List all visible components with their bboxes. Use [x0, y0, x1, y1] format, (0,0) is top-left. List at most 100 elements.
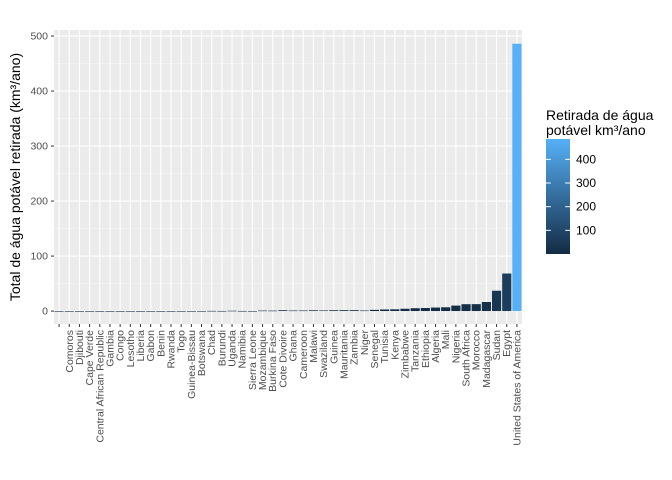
x-tick-label: Egypt — [501, 330, 513, 357]
x-tick-label: Morocco — [471, 330, 483, 370]
bar — [54, 311, 64, 312]
x-tick-label: South Africa — [461, 330, 473, 387]
x-tick-label: Central African Republic — [94, 330, 106, 443]
y-tick-label: 0 — [42, 306, 48, 318]
bar — [105, 311, 115, 312]
bar — [319, 310, 329, 312]
x-tick-label: Ghana — [288, 330, 300, 362]
bar — [247, 310, 257, 312]
bar — [481, 301, 491, 312]
bar — [349, 310, 359, 312]
bar — [298, 310, 308, 312]
bar — [288, 310, 298, 312]
bar — [491, 290, 502, 312]
y-axis-title: Total de água potável retirada (km³/ano) — [7, 53, 23, 301]
x-tick-label: Cameroon — [298, 330, 310, 379]
x-tick-label: Benin — [155, 330, 167, 357]
x-tick-label: Malawi — [308, 330, 320, 363]
x-tick-label: Gabon — [145, 330, 157, 362]
x-tick-label: Lesotho — [125, 330, 137, 368]
bar — [217, 310, 227, 312]
y-tick-label: 500 — [30, 31, 48, 43]
bar — [257, 310, 268, 312]
x-tick-label: Congo — [115, 330, 127, 361]
x-tick-label: Niger — [359, 329, 371, 355]
bar — [135, 311, 146, 312]
x-tick-label: Liberia — [135, 330, 147, 362]
legend-colorbar — [546, 139, 570, 254]
legend-tick-label: 200 — [576, 200, 596, 214]
legend-tick-label: 100 — [576, 223, 596, 237]
x-tick-label: Djibouti — [74, 330, 86, 365]
x-tick-label: Sierra Leone — [247, 330, 259, 390]
bar — [115, 311, 125, 312]
bar — [451, 305, 461, 312]
legend-title-line-1: Retirada de água — [546, 107, 654, 123]
bar — [85, 311, 95, 312]
x-tick-label: Nigeria — [450, 330, 462, 363]
bar — [441, 307, 451, 312]
bar — [74, 311, 85, 312]
x-tick-label: Mauritania — [338, 330, 350, 379]
bar — [380, 309, 390, 312]
x-tick-label: Guinea — [328, 330, 340, 364]
x-tick-label: Madagascar — [481, 329, 493, 387]
bar — [430, 307, 441, 312]
x-tick-label: Gambia — [104, 330, 116, 367]
bar — [156, 311, 166, 312]
x-tick-label: Mozambique — [257, 330, 269, 390]
x-tick-label: Burundi — [216, 330, 228, 366]
x-tick-label: Tunisia — [379, 330, 391, 364]
bar — [359, 310, 369, 312]
bar — [125, 311, 135, 312]
x-tick-label: Mali — [440, 330, 452, 349]
bar — [471, 304, 481, 312]
x-tick-label: Tanzania — [410, 330, 422, 372]
x-tick-label: Sudan — [491, 330, 503, 361]
bar — [278, 310, 288, 312]
bar — [64, 311, 74, 312]
legend-tick-label: 400 — [576, 152, 596, 166]
x-tick-label: Ethiopia — [420, 330, 432, 368]
x-tick-label: Zimbabwe — [400, 330, 412, 379]
x-tick-label: Rwanda — [166, 330, 178, 369]
bar — [268, 310, 278, 312]
y-axis: 0 100 200 300 400 500 — [30, 31, 54, 318]
x-tick-label: Burkina Faso — [267, 330, 279, 392]
x-tick-label: Zambia — [349, 330, 361, 365]
bar — [95, 311, 105, 312]
x-tick-label: Namibia — [237, 330, 249, 369]
bar — [502, 273, 512, 312]
x-tick-label: Cape Verde — [84, 330, 96, 386]
bar — [227, 310, 237, 312]
bar — [420, 307, 430, 312]
bar — [339, 310, 349, 312]
bar — [308, 310, 319, 312]
x-tick-label: Guinea-Bissau — [186, 330, 198, 399]
x-tick-label: United States of America — [511, 330, 523, 446]
x-tick-label: Botswana — [196, 330, 208, 376]
bar — [186, 310, 196, 312]
bar — [512, 43, 522, 312]
bar — [237, 310, 247, 312]
bar — [400, 308, 410, 312]
legend-ticks: 100 200 300 400 — [546, 152, 596, 237]
y-tick-label: 400 — [30, 86, 48, 98]
bar — [176, 310, 186, 312]
x-tick-label: Senegal — [369, 330, 381, 369]
x-tick-label: Comoros — [64, 330, 76, 373]
x-tick-label: Uganda — [227, 330, 239, 367]
y-tick-label: 100 — [30, 251, 48, 263]
bar — [207, 310, 217, 312]
grid-minor — [54, 63, 522, 284]
bar — [390, 309, 400, 312]
bar — [329, 310, 339, 312]
bar — [196, 310, 207, 312]
x-tick-label: Swaziland — [318, 330, 330, 378]
bar — [369, 309, 380, 312]
legend-tick-label: 300 — [576, 176, 596, 190]
x-tick-label: Cote Divoire — [277, 330, 289, 388]
legend: Retirada de água potável km³/ano 100 200 3… — [546, 107, 654, 254]
